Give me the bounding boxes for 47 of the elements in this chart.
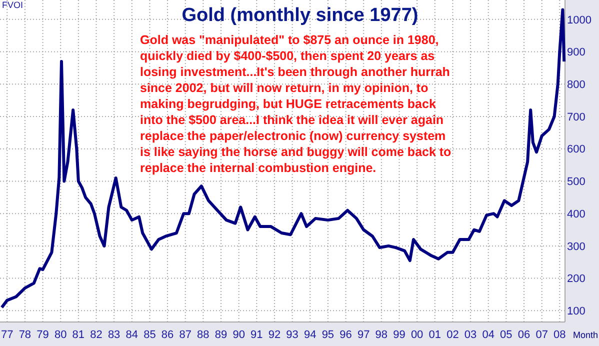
- x-axis-title: Month: [572, 330, 598, 340]
- x-tick-label: 81: [72, 329, 85, 341]
- y-tick-label: 400: [567, 208, 586, 220]
- x-tick-label: 05: [500, 329, 512, 341]
- annotation: FVOI: [2, 0, 24, 10]
- x-tick-label: 04: [482, 329, 494, 341]
- x-tick-label: 90: [232, 329, 245, 341]
- line-series: [0, 8, 566, 309]
- y-tick-label: 300: [567, 240, 586, 253]
- text: Gold was "manipulated" to $875 an ounce in 1980, quickly died by $400-$500, then spent 20 years as losing investment...It's been through another hurrah since 2002, but will now return, in my opinion, to making begrudging, but HUGE retracements back into the $500 area...I think the idea it will ever again replace the paper/electronic (now) currency system is like saying the horse and buggy will come back to replace the internal combustion engine.: [140, 33, 452, 175]
- x-tick-label: 83: [108, 329, 120, 341]
- x-tick-label: 78: [18, 329, 32, 341]
- x-tick-label: 93: [286, 329, 298, 341]
- x-tick-label: 98: [375, 329, 388, 341]
- x-tick-label: 77: [1, 329, 14, 341]
- x-tick-label: 01: [428, 329, 442, 341]
- x-tick-label: 91: [250, 329, 263, 341]
- x-tick-label: 07: [536, 329, 548, 341]
- x-tick-label: 84: [126, 329, 138, 341]
- x-tick-label: 00: [410, 329, 424, 341]
- x-tick-label: 08: [554, 329, 566, 341]
- x-tick-label: 80: [54, 329, 67, 341]
- x-tick-label: 86: [161, 329, 174, 341]
- y-tick-label: 1000: [567, 14, 592, 26]
- y-tick-label: 600: [567, 144, 586, 156]
- x-tick-label: 94: [304, 329, 316, 341]
- x-tick-label: 02: [446, 329, 459, 341]
- y-tick-label: 800: [567, 78, 586, 91]
- y-tick-label: 900: [567, 46, 586, 59]
- x-tick-label: 88: [197, 329, 210, 341]
- y-tick-label: 500: [567, 176, 586, 188]
- x-tick-label: 96: [340, 329, 352, 341]
- y-tick-label: 100: [567, 306, 586, 318]
- chart-title: Gold (monthly since 1977): [182, 5, 418, 26]
- x-tick-label: 99: [393, 329, 406, 341]
- x-tick-label: 87: [179, 329, 192, 341]
- y-tick-label: 200: [567, 273, 586, 286]
- x-tick-label: 85: [144, 329, 156, 341]
- x-tick-label: 03: [464, 329, 477, 341]
- x-tick-label: 79: [36, 329, 49, 341]
- y-tick-label: 700: [567, 111, 586, 124]
- x-tick-label: 82: [90, 329, 102, 341]
- x-tick-label: 95: [322, 329, 334, 341]
- x-tick-label: 97: [357, 329, 370, 341]
- x-tick-label: 89: [214, 329, 228, 341]
- x-tick-label: 06: [518, 329, 530, 341]
- x-tick-label: 92: [268, 329, 281, 341]
